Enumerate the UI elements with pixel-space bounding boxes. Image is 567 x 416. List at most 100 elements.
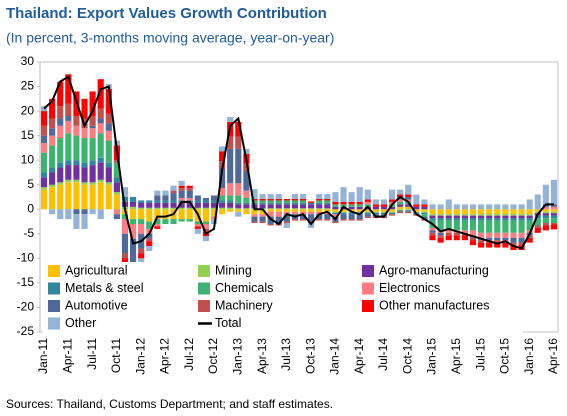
bar-segment bbox=[97, 162, 104, 180]
bar-segment bbox=[65, 133, 72, 161]
bar-segment bbox=[340, 214, 347, 220]
bar-segment bbox=[469, 230, 477, 236]
bar-segment bbox=[227, 200, 234, 203]
bar-segment bbox=[308, 201, 315, 203]
bar-segment bbox=[486, 215, 493, 219]
bar-segment bbox=[81, 162, 88, 168]
bar-segment bbox=[413, 204, 420, 207]
bar-segment bbox=[170, 193, 177, 201]
bar-segment bbox=[348, 192, 355, 202]
bar-segment bbox=[534, 227, 541, 233]
bar-segment bbox=[494, 218, 501, 221]
legend-box bbox=[43, 262, 523, 334]
bar-segment bbox=[235, 209, 242, 212]
bar-segment bbox=[89, 91, 96, 116]
bar-segment bbox=[243, 202, 250, 205]
bar-segment bbox=[105, 123, 112, 131]
bar-segment bbox=[291, 198, 299, 201]
bar-segment bbox=[121, 233, 129, 254]
bar-segment bbox=[380, 199, 388, 205]
bar-segment bbox=[510, 232, 517, 238]
x-tick-label: Jan-13 bbox=[230, 338, 244, 375]
bar-segment bbox=[453, 204, 460, 210]
bar-segment bbox=[49, 145, 56, 168]
bar-segment bbox=[332, 192, 339, 202]
bar-segment bbox=[348, 212, 355, 215]
bar-segment bbox=[251, 198, 258, 201]
bar-segment bbox=[154, 190, 161, 196]
bar-segment bbox=[219, 188, 226, 196]
bar-segment bbox=[49, 118, 56, 129]
bar-segment bbox=[429, 227, 436, 231]
bar-segment bbox=[113, 160, 120, 163]
bar-segment bbox=[445, 232, 452, 236]
bar-segment bbox=[389, 209, 396, 212]
bar-segment bbox=[89, 138, 96, 161]
bar-segment bbox=[380, 212, 388, 215]
bar-segment bbox=[429, 214, 436, 216]
bar-segment bbox=[146, 228, 153, 234]
bar-segment bbox=[146, 200, 153, 203]
bar-segment bbox=[299, 219, 307, 221]
bar-segment bbox=[445, 215, 452, 219]
bar-segment bbox=[526, 220, 533, 231]
bar-segment bbox=[405, 206, 412, 210]
bar-segment bbox=[105, 130, 112, 141]
bar-segment bbox=[340, 211, 347, 213]
x-tick-label: Jan-16 bbox=[522, 338, 536, 375]
total-line bbox=[43, 75, 554, 250]
bar-segment bbox=[518, 204, 525, 210]
bar-segment bbox=[57, 81, 64, 107]
bar-segment bbox=[413, 206, 420, 210]
legend-label: Other bbox=[65, 316, 96, 330]
bar-segment bbox=[105, 162, 112, 168]
bar-segment bbox=[81, 128, 88, 139]
bar-segment bbox=[194, 224, 201, 227]
bar-segment bbox=[154, 224, 161, 227]
bar-segment bbox=[542, 218, 549, 224]
bar-segment bbox=[49, 135, 56, 146]
bar-segment bbox=[40, 125, 48, 136]
bar-segment bbox=[324, 214, 331, 220]
bar-segment bbox=[397, 204, 404, 207]
bar-segment bbox=[437, 235, 444, 238]
bar-segment bbox=[138, 253, 145, 259]
bar-segment bbox=[202, 197, 209, 201]
bar-segment bbox=[202, 207, 209, 210]
bar-segment bbox=[73, 182, 80, 210]
bar-segment bbox=[429, 209, 436, 215]
bar-segment bbox=[97, 209, 104, 220]
bar-segment bbox=[113, 162, 120, 178]
legend-swatch bbox=[362, 300, 374, 312]
bar-segment bbox=[210, 195, 218, 201]
bar-segment bbox=[356, 187, 363, 202]
bar-segment bbox=[130, 224, 137, 239]
bar-segment bbox=[534, 194, 541, 210]
bar-segment bbox=[194, 207, 201, 210]
bar-segment bbox=[445, 199, 452, 210]
bar-segment bbox=[453, 235, 460, 241]
bar-segment bbox=[502, 218, 509, 221]
legend-label: Metals & steel bbox=[65, 281, 144, 295]
bar-segment bbox=[146, 221, 153, 229]
x-tick-label: Jul-11 bbox=[85, 338, 99, 370]
bar-segment bbox=[227, 209, 234, 212]
bar-segment bbox=[445, 209, 452, 215]
bar-segment bbox=[251, 209, 258, 215]
bar-segment bbox=[469, 237, 477, 241]
bar-segment bbox=[194, 195, 201, 201]
bar-segment bbox=[486, 209, 493, 215]
bar-segment bbox=[494, 214, 501, 216]
bar-segment bbox=[469, 218, 477, 221]
bar-segment bbox=[494, 237, 501, 241]
bar-segment bbox=[510, 245, 517, 251]
bar-segment bbox=[89, 184, 96, 210]
bar-segment bbox=[146, 246, 153, 251]
bar-segment bbox=[186, 202, 193, 208]
bar-segment bbox=[40, 135, 48, 143]
bar-segment bbox=[178, 188, 185, 191]
bar-segment bbox=[162, 219, 169, 224]
bar-segment bbox=[469, 204, 477, 210]
bar-segment bbox=[138, 200, 145, 203]
bar-segment bbox=[356, 214, 363, 220]
